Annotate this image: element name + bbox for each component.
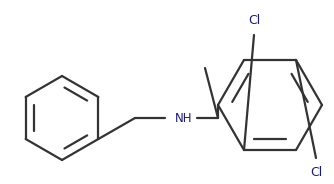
Text: Cl: Cl [248, 13, 260, 26]
Text: Cl: Cl [310, 165, 322, 178]
Text: NH: NH [175, 112, 192, 125]
